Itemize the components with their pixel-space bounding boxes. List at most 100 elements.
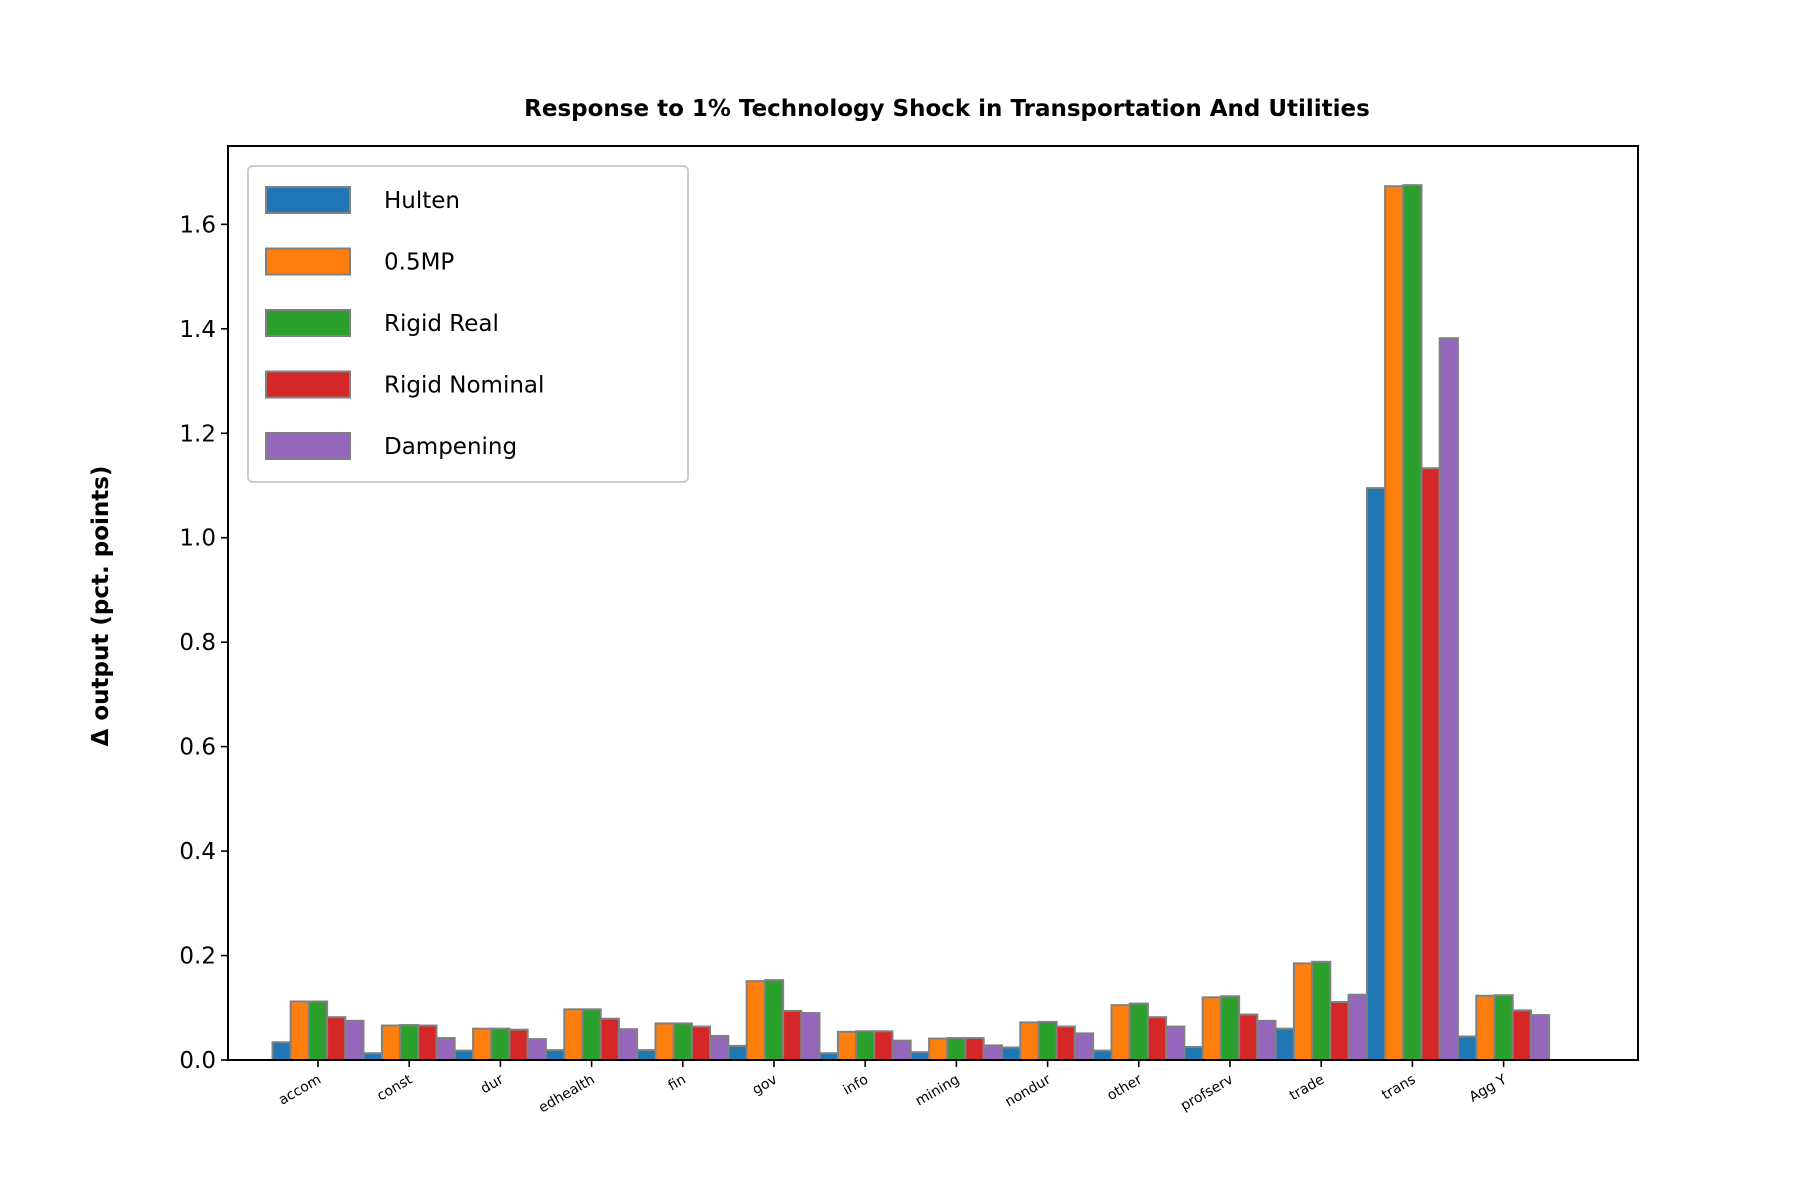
legend: Hulten 0.5MP Rigid Real Rigid Nominal Dampen… xyxy=(247,165,689,483)
bar-hulten-other xyxy=(1092,1049,1113,1061)
chart-title: Response to 1% Technology Shock in Trans… xyxy=(524,96,1370,122)
y-tick-label: 0.0 xyxy=(179,1048,216,1074)
bar-rigid-real-gov xyxy=(763,979,785,1062)
y-tick-label: 0.6 xyxy=(179,735,216,761)
bar-rigid-real-info xyxy=(855,1030,876,1062)
x-tick-label: profserv xyxy=(1178,1072,1236,1115)
bar-dampening-other xyxy=(1165,1025,1186,1061)
bar-dampening-nondur xyxy=(1073,1032,1095,1061)
bar-rigid-real-agg-y xyxy=(1493,994,1514,1061)
x-tick-label: dur xyxy=(478,1071,507,1097)
x-tick-label: Agg Y xyxy=(1467,1071,1510,1105)
bar-0-5mp-gov xyxy=(745,980,766,1062)
x-tick-label: other xyxy=(1105,1071,1146,1104)
bar-hulten-accom xyxy=(271,1041,292,1061)
legend-label: Rigid Nominal xyxy=(384,373,544,399)
y-tick-label: 1.6 xyxy=(179,212,216,238)
bar-0-5mp-info xyxy=(836,1030,858,1062)
bar-dampening-fin xyxy=(709,1034,730,1061)
bar-hulten-mining xyxy=(909,1051,931,1062)
bar-hulten-dur xyxy=(453,1049,475,1061)
bar-0-5mp-agg-y xyxy=(1475,994,1496,1062)
bar-hulten-info xyxy=(818,1052,839,1061)
bar-hulten-trans xyxy=(1365,487,1387,1062)
bar-dampening-accom xyxy=(344,1019,365,1062)
bars xyxy=(271,184,1551,1062)
bar-dampening-mining xyxy=(982,1044,1003,1062)
bar-rigid-nominal-agg-y xyxy=(1511,1009,1532,1062)
bar-dampening-gov xyxy=(800,1011,821,1061)
bar-rigid-real-other xyxy=(1128,1002,1149,1062)
bar-dampening-info xyxy=(891,1039,912,1062)
bar-dampening-trans xyxy=(1438,337,1459,1061)
bar-rigid-real-mining xyxy=(946,1037,967,1062)
bar-0-5mp-accom xyxy=(289,1000,310,1061)
x-tick-label: trans xyxy=(1379,1072,1418,1104)
bar-rigid-nominal-trade xyxy=(1329,1001,1350,1062)
bar-rigid-real-trans xyxy=(1402,184,1423,1062)
legend-label: Rigid Real xyxy=(384,311,499,337)
x-tick-label: edhealth xyxy=(536,1072,598,1117)
bar-rigid-nominal-mining xyxy=(964,1037,985,1062)
x-tick-label: nondur xyxy=(1002,1071,1053,1110)
bar-rigid-nominal-const xyxy=(417,1024,438,1062)
bar-hulten-nondur xyxy=(1001,1046,1022,1061)
bar-hulten-edhealth xyxy=(545,1049,566,1061)
bar-dampening-edhealth xyxy=(617,1028,639,1061)
x-tick-label: gov xyxy=(750,1072,780,1099)
bar-dampening-agg-y xyxy=(1529,1014,1551,1062)
legend-swatch xyxy=(265,186,351,214)
bar-rigid-real-profserv xyxy=(1219,995,1241,1062)
bar-hulten-fin xyxy=(636,1049,657,1061)
bar-0-5mp-const xyxy=(380,1024,402,1062)
bar-rigid-real-fin xyxy=(672,1022,693,1062)
y-axis-label: Δ output (pct. points) xyxy=(88,466,114,747)
bar-rigid-real-dur xyxy=(490,1027,511,1062)
bar-hulten-profserv xyxy=(1183,1045,1204,1061)
bar-hulten-const xyxy=(362,1052,383,1061)
x-tick-label: trade xyxy=(1287,1072,1327,1105)
bar-rigid-nominal-gov xyxy=(782,1009,803,1061)
bar-dampening-trade xyxy=(1347,993,1368,1062)
bar-hulten-agg-y xyxy=(1457,1035,1478,1061)
x-tick-label: mining xyxy=(913,1072,963,1110)
bar-rigid-nominal-fin xyxy=(690,1025,712,1061)
bar-rigid-real-trade xyxy=(1311,960,1332,1061)
bar-rigid-nominal-dur xyxy=(508,1028,529,1061)
y-tick-label: 0.8 xyxy=(179,630,216,656)
legend-swatch xyxy=(265,309,351,337)
bar-rigid-real-const xyxy=(399,1024,420,1062)
legend-label: Hulten xyxy=(384,188,460,214)
bar-hulten-gov xyxy=(727,1044,748,1062)
bar-0-5mp-trade xyxy=(1292,962,1314,1062)
legend-label: 0.5MP xyxy=(384,250,454,276)
x-tick-label: info xyxy=(840,1072,871,1099)
bar-dampening-const xyxy=(435,1037,456,1062)
bar-dampening-profserv xyxy=(1256,1019,1277,1062)
plot-frame xyxy=(227,145,1639,1061)
bar-rigid-nominal-info xyxy=(873,1030,894,1062)
bar-0-5mp-other xyxy=(1110,1004,1131,1061)
bar-rigid-nominal-accom xyxy=(326,1016,347,1061)
bar-dampening-dur xyxy=(526,1038,547,1061)
legend-swatch xyxy=(265,432,351,460)
x-tick-label: const xyxy=(374,1071,415,1104)
bar-0-5mp-fin xyxy=(654,1022,675,1062)
x-tick-label: accom xyxy=(276,1072,324,1109)
bar-rigid-nominal-profserv xyxy=(1238,1013,1259,1061)
bar-rigid-nominal-other xyxy=(1146,1016,1168,1061)
y-tick-label: 1.4 xyxy=(179,317,216,343)
bar-hulten-trade xyxy=(1274,1027,1295,1062)
bar-0-5mp-dur xyxy=(472,1027,493,1062)
legend-swatch xyxy=(265,370,351,399)
y-tick-label: 0.4 xyxy=(179,839,216,865)
bar-rigid-real-accom xyxy=(307,1000,329,1061)
bar-0-5mp-trans xyxy=(1384,185,1405,1062)
bar-0-5mp-nondur xyxy=(1019,1021,1040,1062)
bar-rigid-nominal-nondur xyxy=(1055,1025,1076,1061)
x-tick-label: fin xyxy=(665,1072,688,1095)
bar-0-5mp-edhealth xyxy=(563,1008,584,1062)
y-tick-label: 0.2 xyxy=(179,944,216,970)
